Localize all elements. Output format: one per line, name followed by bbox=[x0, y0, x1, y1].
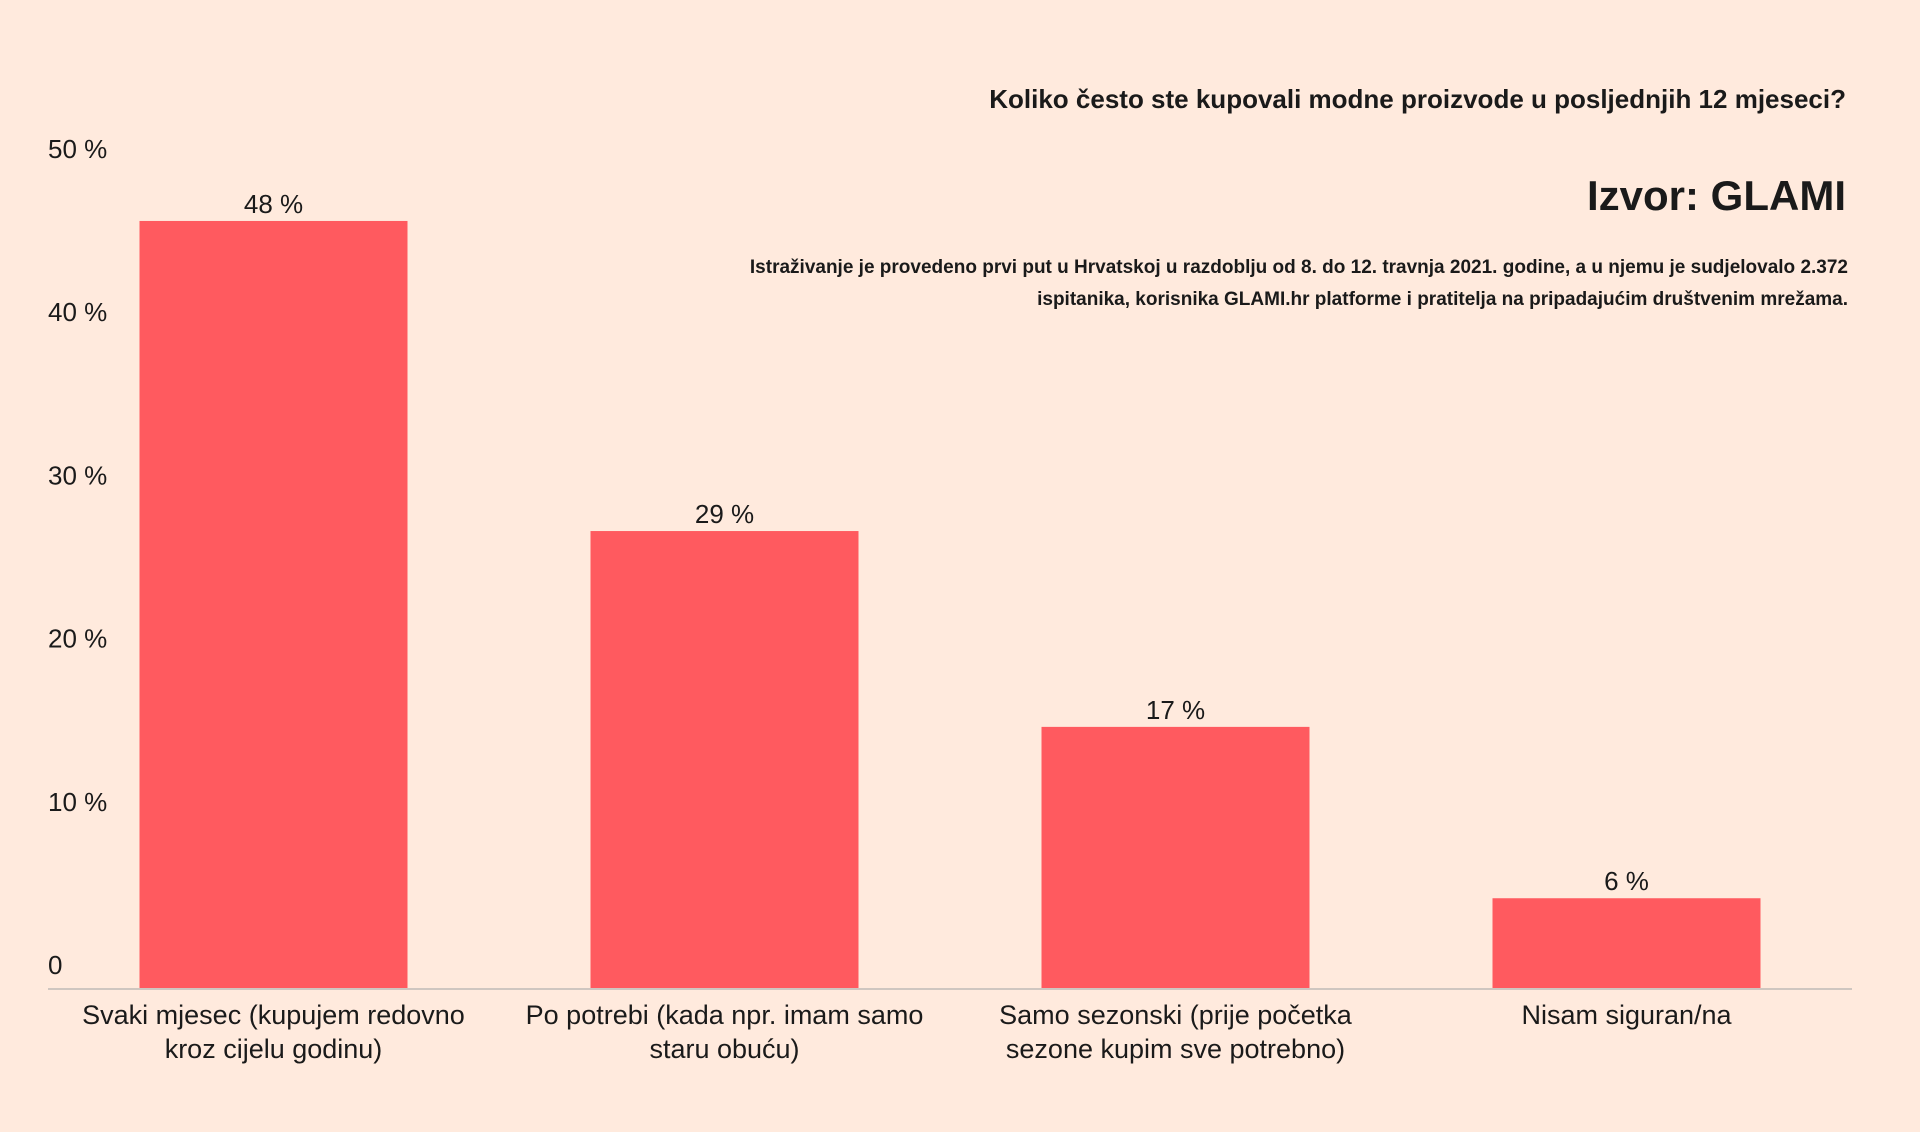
bar-value-label: 29 % bbox=[695, 499, 754, 529]
bar bbox=[139, 220, 408, 988]
y-tick-label: 50 % bbox=[48, 134, 107, 164]
y-tick-label: 40 % bbox=[48, 297, 107, 327]
bar-value-label: 6 % bbox=[1604, 866, 1649, 896]
chart-source: Izvor: GLAMI bbox=[1587, 172, 1846, 219]
category-label: kroz cijelu godinu) bbox=[165, 1034, 383, 1064]
bar-value-label: 48 % bbox=[244, 189, 303, 219]
chart-question: Koliko često ste kupovali modne proizvod… bbox=[989, 84, 1846, 114]
category-label: Samo sezonski (prije početka bbox=[999, 1000, 1353, 1030]
category-label: Nisam siguran/na bbox=[1521, 1000, 1732, 1030]
category-label: sezone kupim sve potrebno) bbox=[1006, 1034, 1345, 1064]
bar bbox=[1492, 898, 1761, 988]
bar-value-label: 17 % bbox=[1146, 695, 1205, 725]
category-label: staru obuću) bbox=[649, 1034, 799, 1064]
survey-note: Istraživanje je provedeno prvi put u Hrv… bbox=[749, 257, 1848, 310]
category-label: Po potrebi (kada npr. imam samo bbox=[526, 1000, 924, 1030]
category-label: Svaki mjesec (kupujem redovno bbox=[82, 1000, 465, 1030]
y-tick-label: 30 % bbox=[48, 460, 107, 490]
y-tick-label: 0 bbox=[48, 950, 62, 980]
bar bbox=[1041, 726, 1310, 988]
y-tick-label: 10 % bbox=[48, 787, 107, 817]
bar bbox=[590, 531, 859, 988]
y-tick-label: 20 % bbox=[48, 624, 107, 654]
